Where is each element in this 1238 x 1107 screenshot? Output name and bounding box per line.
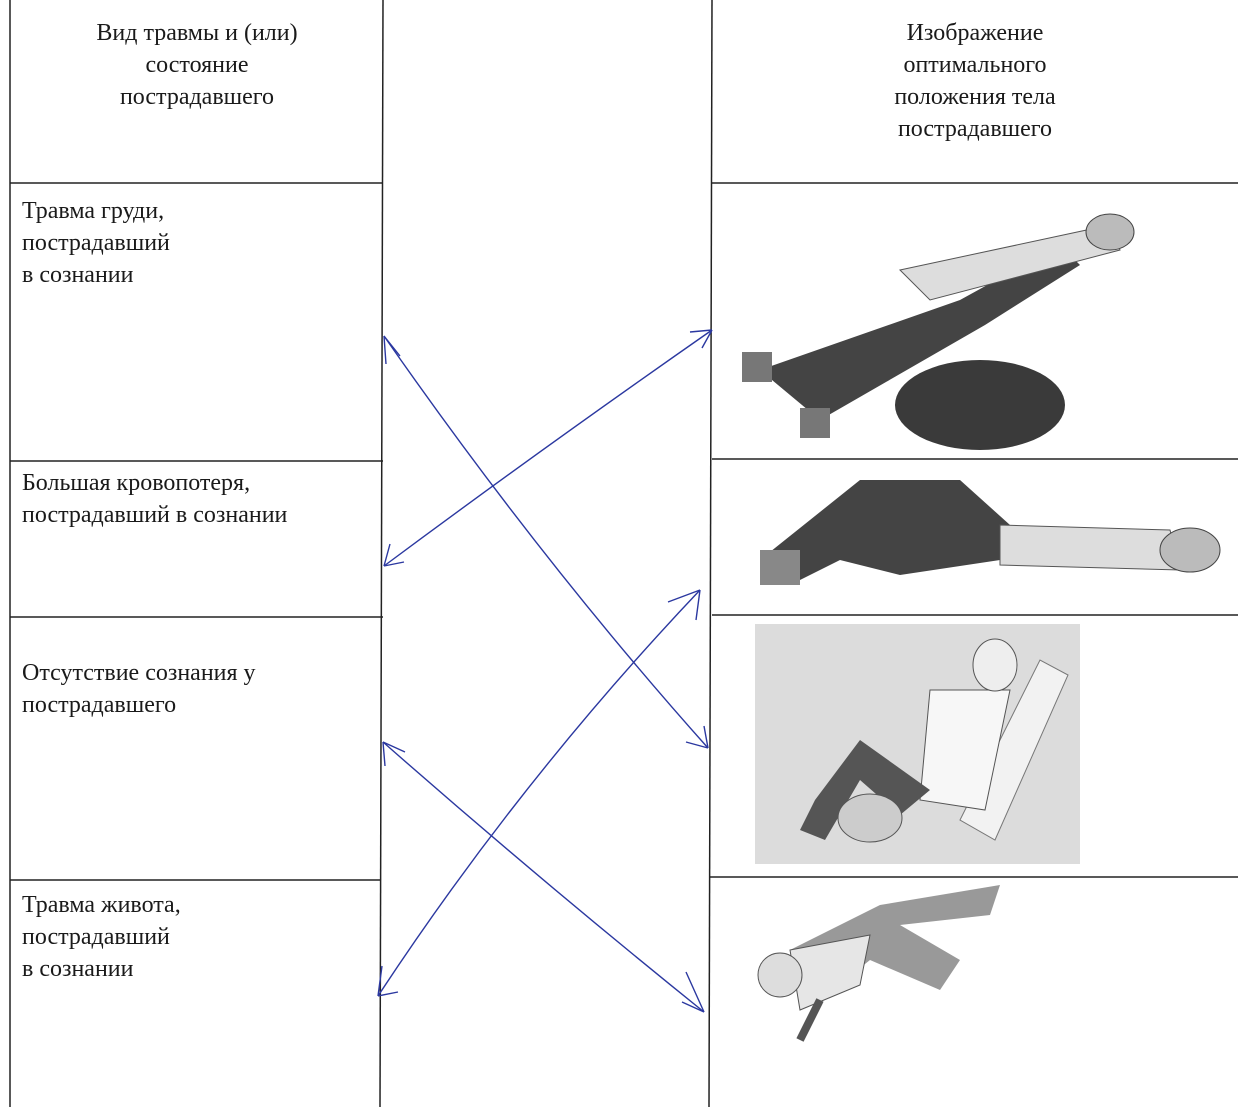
header-right: положения тела [894,84,1056,110]
row-label: Травма живота, [22,892,181,918]
header-left: пострадавшего [120,84,274,110]
row-label: пострадавший [22,230,170,256]
border [708,0,713,1107]
arrow [377,589,701,997]
row-label: Отсутствие сознания у [22,660,256,686]
row-label: Большая кровопотеря, [22,470,250,496]
arrow [383,329,713,567]
illustration [757,885,1000,1042]
illustration [755,624,1080,864]
table-grid [9,0,1238,1107]
arrowhead [383,329,713,567]
row-label: в сознании [22,262,134,288]
header-left: состояние [146,52,249,78]
header-left: Вид травмы и (или) [96,20,297,46]
arrowhead [382,741,705,1013]
arrowhead [377,589,701,997]
row-label: пострадавший [22,924,170,950]
illustration [742,213,1135,450]
row-label: пострадавшего [22,692,176,718]
row-label: в сознании [22,956,134,982]
illustration [760,480,1221,585]
arrow [382,741,705,1013]
header-right: пострадавшего [898,116,1052,142]
connection-arrows [377,329,713,1013]
row-label: Травма груди, [22,198,164,224]
header-right: оптимального [903,52,1046,78]
row-label: пострадавший в сознании [22,502,288,528]
arrowhead [383,335,709,749]
border [379,0,384,1107]
arrow [383,335,709,749]
header-right: Изображение [907,20,1044,46]
